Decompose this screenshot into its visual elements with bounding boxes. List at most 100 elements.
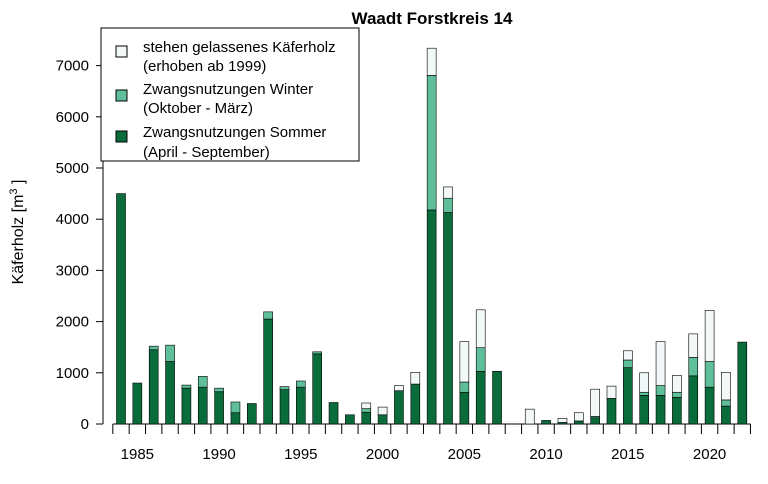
bar-2003-series-2 bbox=[426, 47, 437, 76]
bar-2018-series-2 bbox=[672, 375, 682, 393]
bar-2015-series-1 bbox=[623, 359, 633, 368]
bars bbox=[116, 47, 748, 425]
bar-2004-series-0 bbox=[443, 212, 453, 425]
legend-sommer-line1: Zwangsnutzungen Sommer bbox=[143, 124, 326, 141]
bar-1991-series-1 bbox=[230, 401, 241, 414]
bar-1997-series-0 bbox=[328, 402, 339, 425]
y-tick-label: 5000 bbox=[56, 160, 89, 177]
y-axis: 0 1000 2000 3000 4000 5000 6000 7000 bbox=[56, 58, 104, 433]
y-tick-label: 4000 bbox=[56, 211, 89, 228]
legend-winter-line2: (Oktober - März) bbox=[143, 100, 253, 117]
bar-2019-series-0 bbox=[688, 375, 699, 425]
bar-2006-series-1 bbox=[475, 347, 486, 372]
bar-2007-series-0 bbox=[492, 370, 502, 425]
bar-1996-series-0 bbox=[312, 353, 323, 425]
bar-1989-series-1 bbox=[197, 376, 208, 388]
legend: stehen gelassenes Käferholz (erhoben ab … bbox=[100, 27, 360, 162]
bar-2017-series-1 bbox=[655, 385, 666, 396]
legend-swatch-stehen bbox=[115, 45, 128, 58]
y-tick-label: 7000 bbox=[56, 58, 89, 75]
x-axis: 1985 1990 1995 2000 2005 2010 2015 2020 bbox=[112, 423, 751, 463]
x-tick-label: 1990 bbox=[202, 446, 235, 463]
bar-1999-series-0 bbox=[361, 411, 372, 425]
bar-1993-series-0 bbox=[263, 318, 273, 425]
x-tick-label: 2010 bbox=[529, 446, 562, 463]
bar-1987-series-1 bbox=[165, 344, 175, 362]
bar-2010-series-0 bbox=[541, 420, 551, 425]
y-tick-label: 2000 bbox=[56, 314, 89, 331]
bar-2001-series-0 bbox=[394, 390, 404, 425]
bar-1999-series-1 bbox=[361, 408, 372, 413]
bar-2020-series-0 bbox=[704, 386, 715, 425]
bar-2019-series-2 bbox=[688, 333, 699, 358]
bar-1986-series-0 bbox=[148, 349, 159, 425]
bar-2022-series-0 bbox=[737, 341, 748, 425]
bar-2015-series-2 bbox=[623, 350, 633, 361]
bar-2012-series-0 bbox=[573, 420, 584, 425]
bar-1999-series-2 bbox=[361, 402, 372, 409]
bar-2000-series-2 bbox=[377, 406, 388, 416]
bar-2005-series-0 bbox=[459, 391, 470, 425]
bar-2021-series-1 bbox=[721, 399, 731, 407]
bar-2012-series-2 bbox=[573, 412, 584, 422]
bar-2002-series-2 bbox=[410, 371, 421, 385]
chart-title: Waadt Forstkreis 14 bbox=[352, 9, 513, 28]
bar-1989-series-0 bbox=[197, 386, 208, 425]
x-tick-label: 2005 bbox=[448, 446, 481, 463]
bar-1998-series-0 bbox=[345, 414, 355, 425]
bar-2000-series-0 bbox=[377, 414, 388, 425]
bar-1991-series-0 bbox=[230, 412, 241, 425]
bar-2016-series-0 bbox=[639, 395, 650, 425]
bar-2020-series-2 bbox=[704, 310, 715, 362]
bar-1996-series-1 bbox=[312, 351, 323, 355]
bar-2006-series-2 bbox=[475, 309, 486, 349]
bar-2020-series-1 bbox=[704, 361, 715, 388]
legend-winter-line1: Zwangsnutzungen Winter bbox=[143, 81, 313, 98]
y-tick-label: 0 bbox=[81, 416, 89, 433]
bar-1988-series-0 bbox=[181, 387, 192, 425]
y-axis-label-main: Käferholz [m bbox=[10, 195, 27, 285]
bar-1984-series-0 bbox=[116, 193, 126, 425]
bar-1993-series-1 bbox=[263, 311, 273, 320]
bar-2019-series-1 bbox=[688, 357, 699, 377]
legend-swatch-sommer bbox=[115, 130, 128, 143]
y-axis-label-end: ] bbox=[10, 180, 27, 189]
bar-1985-series-0 bbox=[132, 382, 143, 425]
y-tick-label: 6000 bbox=[56, 109, 89, 126]
bar-1988-series-1 bbox=[181, 384, 192, 389]
bar-2018-series-0 bbox=[672, 397, 682, 425]
bar-2009-series-2 bbox=[524, 408, 535, 425]
bar-2016-series-1 bbox=[639, 391, 650, 396]
y-axis-label: Käferholz [m3 ] bbox=[8, 180, 27, 285]
bar-2004-series-1 bbox=[443, 197, 453, 213]
bar-2014-series-2 bbox=[606, 385, 617, 399]
x-tick-label: 2020 bbox=[693, 446, 726, 463]
legend-sommer-line2: (April - September) bbox=[143, 144, 270, 161]
legend-box bbox=[100, 27, 360, 162]
legend-stehen-line1: stehen gelassenes Käferholz bbox=[143, 39, 336, 56]
bar-2013-series-0 bbox=[590, 417, 600, 425]
bar-1994-series-1 bbox=[279, 386, 290, 390]
bar-2005-series-2 bbox=[459, 341, 470, 383]
bar-2017-series-2 bbox=[655, 341, 666, 386]
bar-2021-series-2 bbox=[721, 371, 731, 401]
bar-2004-series-2 bbox=[443, 186, 453, 199]
x-tick-label: 1985 bbox=[121, 446, 154, 463]
bar-1995-series-0 bbox=[296, 386, 306, 425]
bar-1986-series-1 bbox=[148, 345, 159, 351]
bar-2006-series-0 bbox=[475, 370, 486, 425]
bar-1990-series-1 bbox=[214, 387, 224, 393]
x-tick-label: 1995 bbox=[284, 446, 317, 463]
y-tick-label: 3000 bbox=[56, 262, 89, 279]
bar-2017-series-0 bbox=[655, 395, 666, 425]
bar-2003-series-0 bbox=[426, 209, 437, 425]
bar-2014-series-0 bbox=[606, 398, 617, 425]
x-tick-label: 2015 bbox=[611, 446, 644, 463]
bar-2005-series-1 bbox=[459, 381, 470, 393]
x-tick-label: 2000 bbox=[366, 446, 399, 463]
bar-2003-series-1 bbox=[426, 75, 437, 211]
bar-1992-series-0 bbox=[247, 403, 257, 425]
bar-2002-series-0 bbox=[410, 383, 421, 425]
legend-swatch-winter bbox=[115, 89, 128, 102]
